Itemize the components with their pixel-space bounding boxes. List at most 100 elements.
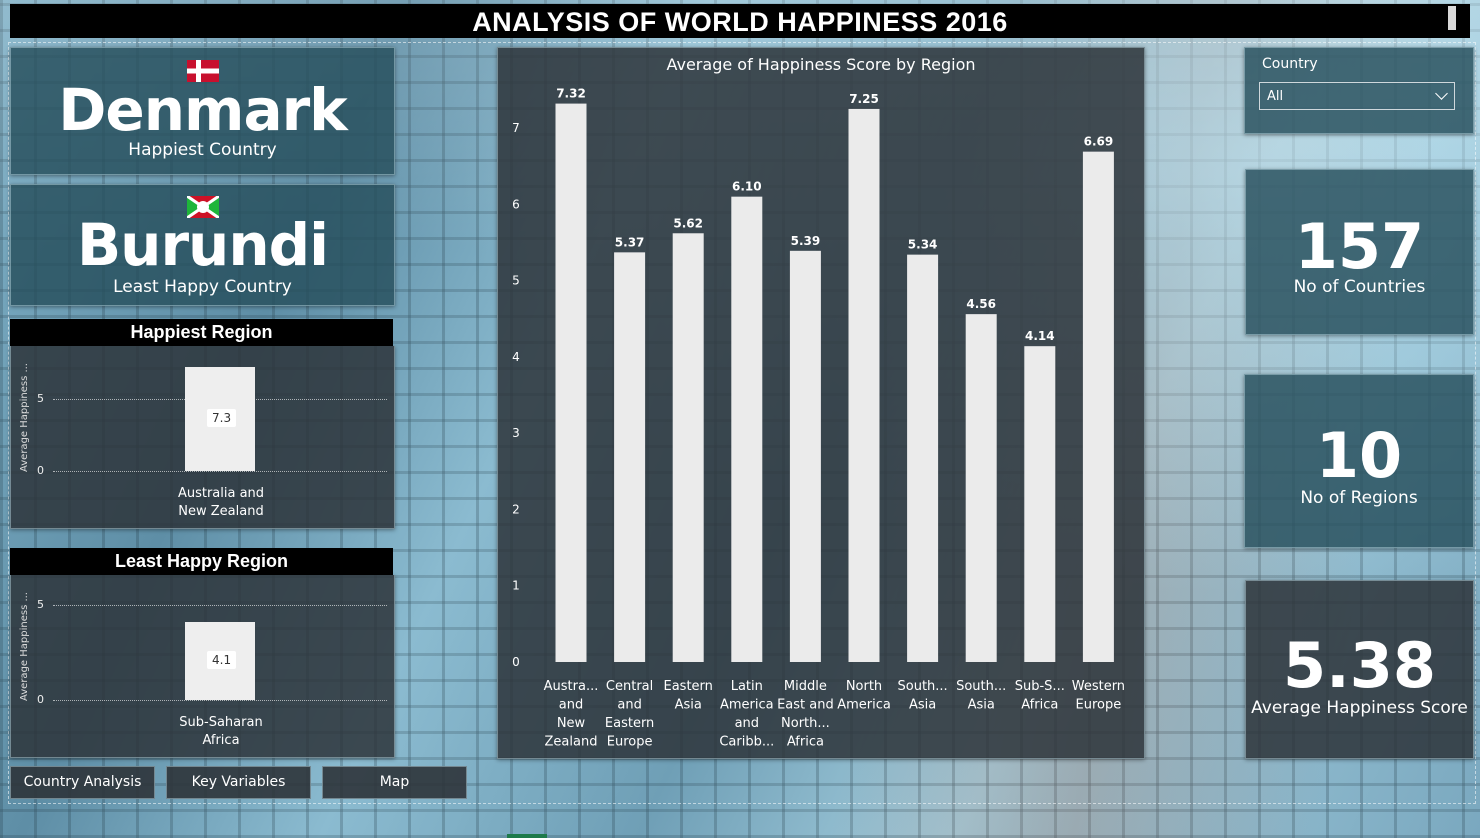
- category-label: Eastern: [605, 716, 654, 731]
- bar-chart-svg: Average of Happiness Score by Region 0 1 2 3…: [512, 55, 1125, 750]
- category-label: South...: [898, 679, 948, 694]
- data-label: 5.39: [791, 234, 821, 248]
- category-label: Africa: [787, 735, 824, 750]
- bar[interactable]: [1024, 346, 1056, 662]
- data-label: 7.25: [849, 92, 879, 106]
- bar[interactable]: [848, 108, 880, 662]
- category-label: and: [617, 698, 641, 713]
- gridline: [53, 605, 387, 606]
- country-slicer: Country All: [1244, 47, 1474, 134]
- happiest-region-value: 7.3: [207, 409, 237, 427]
- y-tick-label: 6: [512, 197, 520, 211]
- least-happy-country-label: Least Happy Country: [113, 277, 292, 297]
- bar[interactable]: [789, 250, 821, 662]
- category-label: Asia: [968, 698, 995, 713]
- category-label: America: [720, 698, 774, 713]
- country-dropdown[interactable]: All: [1259, 82, 1455, 110]
- y-tick-label: 1: [512, 579, 520, 593]
- category-label: Zealand: [545, 735, 598, 750]
- category-label: Europe: [1076, 698, 1122, 713]
- y-tick-label: 5: [512, 274, 520, 288]
- data-label: 7.32: [556, 87, 586, 101]
- category-label: North...: [781, 716, 830, 731]
- category-line: Africa: [202, 733, 240, 748]
- happiest-region-header: Happiest Region: [10, 319, 393, 346]
- burundi-flag-icon: [186, 196, 219, 218]
- category-label: Middle: [784, 679, 827, 694]
- bar[interactable]: [965, 314, 997, 662]
- category-label: North: [846, 679, 882, 694]
- category-label: Africa: [1021, 698, 1058, 713]
- bar[interactable]: [672, 233, 704, 662]
- dropdown-value: All: [1267, 89, 1284, 104]
- kpi-average-card: 5.38 Average Happiness Score: [1245, 580, 1474, 759]
- category-label: Eastern: [663, 679, 712, 694]
- happiest-region-category: Australia and New Zealand: [141, 485, 301, 521]
- least-region-category: Sub-Saharan Africa: [141, 714, 301, 750]
- happiest-region-y-label: Average Happiness ...: [19, 363, 30, 472]
- kpi-countries-value: 157: [1294, 210, 1425, 283]
- category-label: Asia: [909, 698, 936, 713]
- kpi-countries-label: No of Countries: [1293, 277, 1426, 297]
- category-label: Sub-S...: [1015, 679, 1065, 694]
- y-tick-label: 7: [512, 121, 520, 135]
- least-region-value: 4.1: [207, 651, 237, 669]
- least-happy-country-name: Burundi: [76, 211, 329, 279]
- category-label: Austra...: [544, 679, 599, 694]
- category-label: and: [735, 716, 759, 731]
- y-tick: 5: [37, 598, 44, 611]
- category-label: America: [837, 698, 891, 713]
- happiest-region-chart: Average Happiness ... 5 0 7.3 Australia …: [10, 346, 395, 529]
- category-label: Latin: [731, 679, 763, 694]
- category-label: Western: [1072, 679, 1125, 694]
- category-label: New: [557, 716, 586, 731]
- category-label: Europe: [607, 735, 653, 750]
- bar[interactable]: [731, 196, 763, 662]
- category-line: Australia and: [177, 486, 265, 501]
- category-label: Caribb...: [719, 735, 774, 750]
- y-tick: 0: [37, 693, 44, 706]
- data-label: 4.56: [966, 297, 996, 311]
- kpi-regions-card: 10 No of Regions: [1244, 374, 1474, 548]
- least-happy-country-card: Burundi Least Happy Country: [10, 184, 395, 306]
- category-label: South...: [956, 679, 1006, 694]
- least-region-y-label: Average Happiness ...: [19, 592, 30, 701]
- kpi-regions-label: No of Regions: [1300, 488, 1418, 508]
- slicer-title: Country: [1262, 56, 1318, 72]
- least-region-header: Least Happy Region: [10, 548, 393, 575]
- chevron-down-icon: [1435, 87, 1448, 100]
- bar[interactable]: [1082, 151, 1114, 663]
- bar[interactable]: [907, 254, 939, 663]
- map-button[interactable]: Map: [322, 766, 467, 799]
- y-tick-label: 0: [512, 655, 520, 669]
- y-tick: 5: [37, 392, 44, 405]
- bar[interactable]: [555, 103, 587, 663]
- data-label: 6.69: [1084, 135, 1114, 149]
- least-region-chart: Average Happiness ... 5 0 4.1 Sub-Sahara…: [10, 575, 395, 758]
- gridline: [53, 700, 387, 701]
- category-label: and: [559, 698, 583, 713]
- page-tab-indicator[interactable]: [507, 834, 547, 838]
- kpi-average-value: 5.38: [1283, 629, 1436, 702]
- category-label: East and: [777, 698, 834, 713]
- country-analysis-button[interactable]: Country Analysis: [10, 766, 155, 799]
- data-label: 4.14: [1025, 329, 1055, 343]
- happiest-country-label: Happiest Country: [128, 140, 277, 160]
- category-line: Sub-Saharan: [179, 715, 263, 730]
- data-label: 5.62: [673, 216, 703, 230]
- kpi-countries-card: 157 No of Countries: [1245, 169, 1474, 335]
- y-tick: 0: [37, 464, 44, 477]
- scrollbar[interactable]: [1448, 6, 1456, 30]
- category-label: Asia: [675, 698, 702, 713]
- kpi-average-label: Average Happiness Score: [1251, 698, 1468, 718]
- bar[interactable]: [614, 252, 646, 663]
- denmark-flag-icon: [186, 60, 219, 82]
- y-tick-label: 2: [512, 502, 520, 516]
- page-title: ANALYSIS OF WORLD HAPPINESS 2016: [472, 7, 1008, 37]
- key-variables-button[interactable]: Key Variables: [166, 766, 311, 799]
- y-tick-label: 3: [512, 426, 520, 440]
- gridline: [53, 471, 387, 472]
- kpi-regions-value: 10: [1315, 419, 1403, 492]
- data-label: 6.10: [732, 180, 762, 194]
- data-label: 5.37: [615, 235, 645, 249]
